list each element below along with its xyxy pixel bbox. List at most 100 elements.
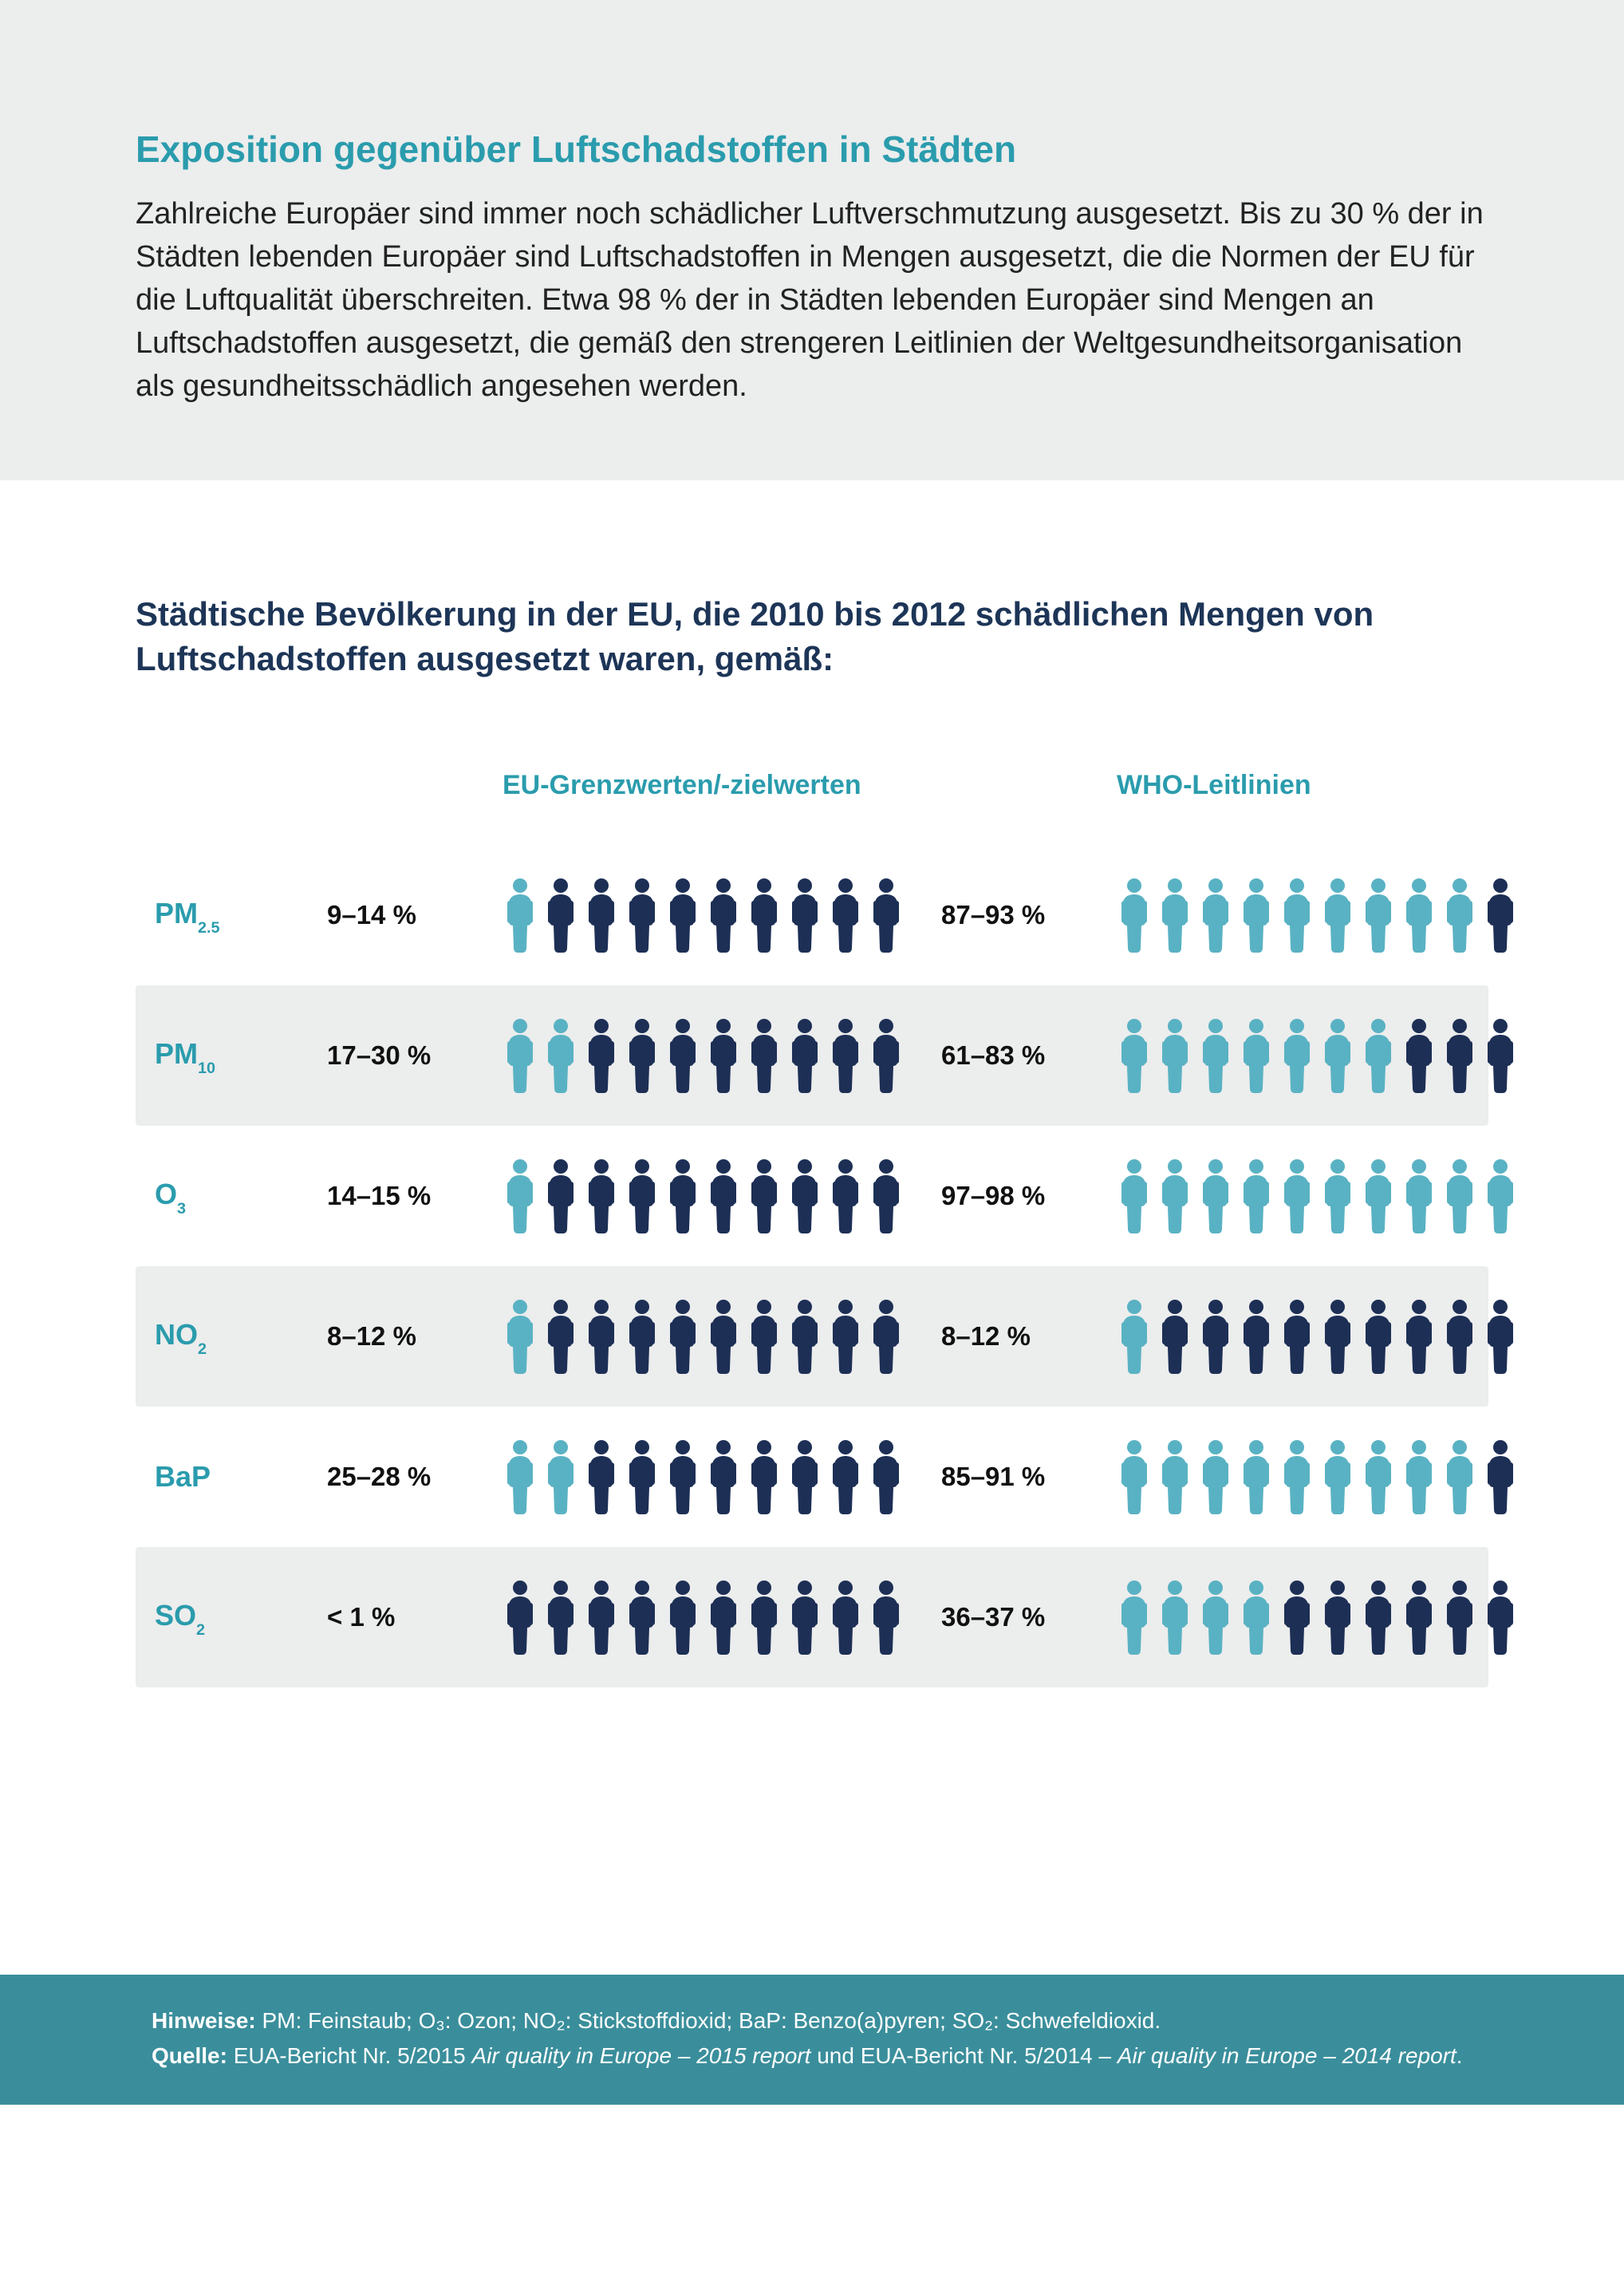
- person-icon: [543, 1579, 578, 1656]
- pollutant-label: PM2.5: [136, 897, 295, 934]
- person-icon: [1401, 1579, 1437, 1656]
- person-icon: [665, 1439, 700, 1515]
- main-content: Städtische Bevölkerung in der EU, die 20…: [0, 480, 1624, 1847]
- person-icon: [1117, 1158, 1152, 1234]
- person-icon: [1320, 1439, 1355, 1515]
- person-icon: [787, 877, 822, 953]
- person-icon: [1361, 1298, 1396, 1375]
- person-icon: [625, 1439, 660, 1515]
- eu-pictogram-strip: [503, 1017, 909, 1094]
- person-icon: [625, 1298, 660, 1375]
- table-row: PM10 17–30 %: [136, 985, 1488, 1126]
- person-icon: [1239, 877, 1274, 953]
- person-icon: [1483, 1439, 1518, 1515]
- person-icon: [665, 1579, 700, 1656]
- person-icon: [787, 1298, 822, 1375]
- footer-notes: Hinweise: PM: Feinstaub; O₃: Ozon; NO₂: …: [0, 1975, 1624, 2105]
- quelle-italic-2: Air quality in Europe – 2014 report: [1117, 2043, 1456, 2068]
- person-icon: [1198, 1017, 1233, 1094]
- person-icon: [584, 1158, 619, 1234]
- person-icon: [1239, 1158, 1274, 1234]
- eu-pictogram-strip: [503, 877, 909, 953]
- person-icon: [1320, 1579, 1355, 1656]
- intro-paragraph: Zahlreiche Europäer sind immer noch schä…: [136, 193, 1488, 408]
- quelle-suffix: .: [1456, 2043, 1463, 2068]
- quelle-mid: und EUA-Bericht Nr. 5/2014 –: [810, 2043, 1117, 2068]
- person-icon: [1361, 1439, 1396, 1515]
- person-icon: [543, 1158, 578, 1234]
- person-icon: [1442, 1158, 1477, 1234]
- person-icon: [1320, 1298, 1355, 1375]
- person-icon: [665, 1158, 700, 1234]
- person-icon: [1401, 1017, 1437, 1094]
- eu-pictogram-strip: [503, 1158, 909, 1234]
- person-icon: [503, 1439, 538, 1515]
- person-icon: [503, 1017, 538, 1094]
- table-row: BaP 25–28 %: [136, 1407, 1488, 1547]
- person-icon: [706, 877, 741, 953]
- person-icon: [747, 1017, 782, 1094]
- person-icon: [584, 1298, 619, 1375]
- person-icon: [1239, 1439, 1274, 1515]
- person-icon: [1401, 1298, 1437, 1375]
- person-icon: [1320, 1158, 1355, 1234]
- who-pictogram-strip: [1117, 1158, 1523, 1234]
- who-pictogram-strip: [1117, 877, 1523, 953]
- eu-percentage: < 1 %: [327, 1602, 471, 1632]
- pollutant-label: O3: [136, 1178, 295, 1215]
- person-icon: [1157, 1579, 1192, 1656]
- eu-pictogram-strip: [503, 1439, 909, 1515]
- person-icon: [869, 1158, 904, 1234]
- person-icon: [1483, 877, 1518, 953]
- person-icon: [503, 1158, 538, 1234]
- person-icon: [828, 1017, 863, 1094]
- person-icon: [706, 1579, 741, 1656]
- person-icon: [869, 1017, 904, 1094]
- person-icon: [1320, 877, 1355, 953]
- person-icon: [828, 1439, 863, 1515]
- page-title: Exposition gegenüber Luftschadstoffen in…: [136, 128, 1488, 171]
- person-icon: [1239, 1017, 1274, 1094]
- who-pictogram-strip: [1117, 1579, 1523, 1656]
- person-icon: [1157, 1017, 1192, 1094]
- person-icon: [1117, 877, 1152, 953]
- person-icon: [1239, 1298, 1274, 1375]
- person-icon: [1361, 1579, 1396, 1656]
- person-icon: [1361, 877, 1396, 953]
- person-icon: [1117, 1439, 1152, 1515]
- person-icon: [1483, 1579, 1518, 1656]
- who-percentage: 87–93 %: [941, 900, 1085, 930]
- person-icon: [543, 877, 578, 953]
- person-icon: [1117, 1298, 1152, 1375]
- person-icon: [503, 1298, 538, 1375]
- person-icon: [828, 1158, 863, 1234]
- who-pictogram-strip: [1117, 1017, 1523, 1094]
- who-percentage: 97–98 %: [941, 1181, 1085, 1211]
- who-percentage: 36–37 %: [941, 1602, 1085, 1632]
- who-pictogram-strip: [1117, 1298, 1523, 1375]
- person-icon: [543, 1017, 578, 1094]
- quelle-label: Quelle:: [152, 2043, 227, 2068]
- person-icon: [828, 1298, 863, 1375]
- who-percentage: 61–83 %: [941, 1040, 1085, 1071]
- person-icon: [1157, 1439, 1192, 1515]
- person-icon: [1198, 877, 1233, 953]
- person-icon: [1198, 1298, 1233, 1375]
- table-row: O3 14–15 %: [136, 1126, 1488, 1266]
- person-icon: [828, 877, 863, 953]
- who-percentage: 8–12 %: [941, 1321, 1085, 1352]
- person-icon: [706, 1298, 741, 1375]
- person-icon: [706, 1439, 741, 1515]
- person-icon: [665, 877, 700, 953]
- person-icon: [1442, 1017, 1477, 1094]
- person-icon: [869, 877, 904, 953]
- person-icon: [1401, 877, 1437, 953]
- eu-percentage: 25–28 %: [327, 1462, 471, 1492]
- quelle-prefix: EUA-Bericht Nr. 5/2015: [234, 2043, 472, 2068]
- person-icon: [869, 1298, 904, 1375]
- column-headers: EU-Grenzwerten/-zielwerten WHO-Leitlinie…: [136, 770, 1488, 801]
- person-icon: [1320, 1017, 1355, 1094]
- pollutant-label: NO2: [136, 1318, 295, 1356]
- person-icon: [828, 1579, 863, 1656]
- who-percentage: 85–91 %: [941, 1462, 1085, 1492]
